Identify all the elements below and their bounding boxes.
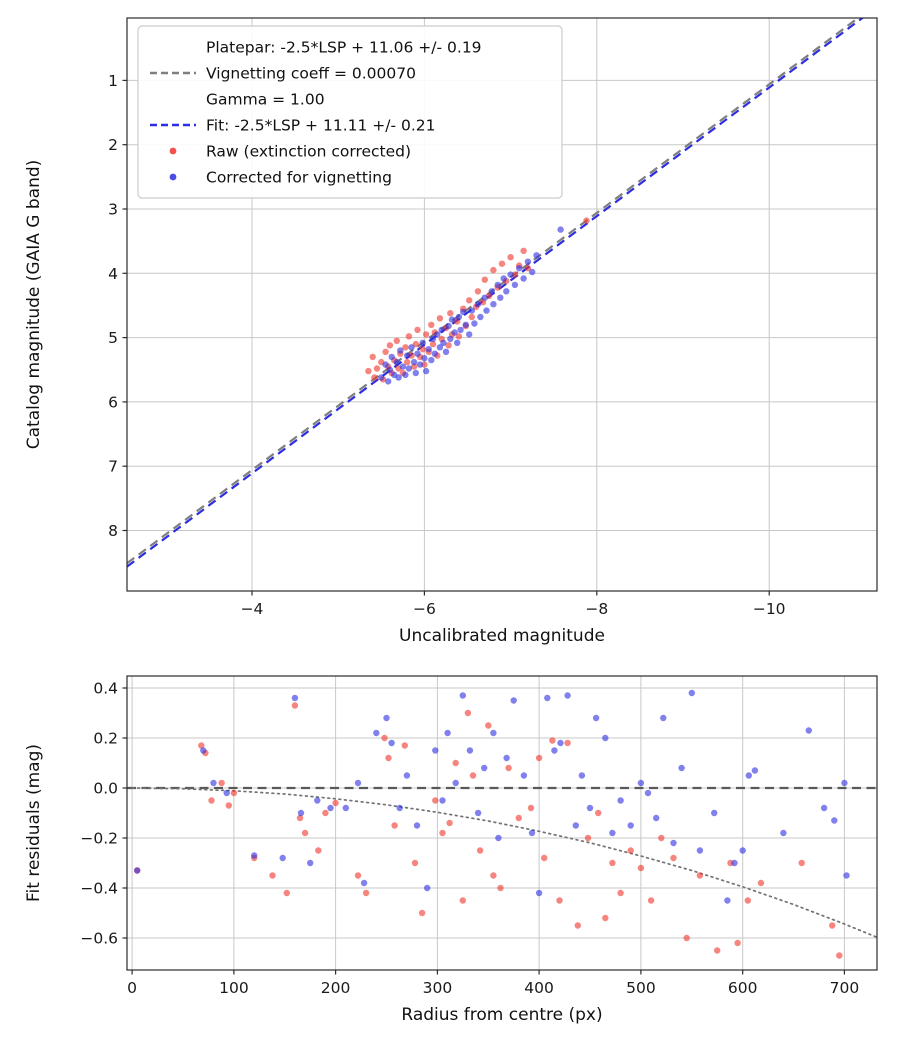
tick-marks	[122, 687, 846, 975]
vignetting-model-curve	[131, 787, 877, 939]
legend-dot-sample	[169, 147, 177, 155]
plot-area	[127, 18, 865, 568]
residuals-plot: 0 100 200 300 400 500 600 700 −0.6 −0.4 −0.2 0.0 0.2…	[24, 675, 878, 1025]
platepar-line	[127, 18, 860, 565]
y-tick-label: 1	[108, 72, 118, 90]
legend-label: Raw (extinction corrected)	[206, 143, 411, 161]
y-axis-label: Catalog magnitude (GAIA G band)	[24, 160, 44, 450]
corrected-residuals-points	[134, 689, 850, 904]
legend-label: Fit: -2.5*LSP + 11.11 +/- 0.21	[206, 117, 436, 135]
x-tick-label: −10	[753, 600, 786, 618]
legend-label: Gamma = 1.00	[206, 91, 325, 109]
x-tick-label: 0	[127, 979, 137, 997]
x-tick-label: 500	[626, 979, 656, 997]
y-tick-label: 8	[108, 522, 118, 540]
magnitude-fit-plot: −4 −6 −8 −10 1 2 3 4 5 6 7 8 Uncalibrated magnitude C…	[24, 17, 878, 646]
plot-frame	[126, 17, 878, 592]
legend-entries: Platepar: -2.5*LSP + 11.06 +/- 0.19 Vigne…	[206, 39, 482, 187]
x-tick-label: −8	[585, 600, 608, 618]
tick-labels: 0 100 200 300 400 500 600 700 −0.6 −0.4 −0.2 0.0 0.2…	[80, 680, 859, 998]
x-tick-label: 400	[524, 979, 554, 997]
tick-labels: −4 −6 −8 −10 1 2 3 4 5 6 7 8	[108, 72, 785, 618]
y-tick-label: 5	[108, 329, 118, 347]
x-tick-label: 300	[423, 979, 453, 997]
y-tick-label: 6	[108, 393, 118, 411]
y-tick-label: 3	[108, 201, 118, 219]
grid	[127, 676, 877, 970]
legend-label: Vignetting coeff = 0.00070	[206, 65, 416, 83]
fit-line	[127, 18, 865, 568]
y-tick-label: −0.4	[80, 880, 118, 898]
raw-points	[365, 217, 590, 383]
x-axis-label: Uncalibrated magnitude	[399, 626, 605, 646]
x-tick-label: −4	[241, 600, 264, 618]
y-tick-label: 4	[108, 265, 118, 283]
y-tick-label: −0.2	[80, 830, 118, 848]
tick-marks	[122, 79, 770, 596]
legend-label: Corrected for vignetting	[206, 169, 392, 187]
corrected-points	[378, 226, 564, 385]
y-tick-label: 2	[108, 136, 118, 154]
x-axis-label: Radius from centre (px)	[401, 1005, 602, 1025]
x-tick-label: −6	[413, 600, 436, 618]
plot-frame	[126, 675, 878, 971]
x-tick-label: 600	[728, 979, 758, 997]
y-axis-label: Fit residuals (mag)	[24, 744, 44, 902]
y-tick-label: 7	[108, 458, 118, 476]
legend-box	[137, 25, 563, 199]
y-tick-label: 0.4	[93, 680, 118, 698]
x-tick-label: 700	[830, 979, 860, 997]
legend-label: Platepar: -2.5*LSP + 11.06 +/- 0.19	[206, 39, 482, 57]
plot-area	[127, 689, 877, 959]
y-tick-label: 0.2	[93, 730, 118, 748]
y-tick-label: 0.0	[93, 780, 118, 798]
legend-dot-sample	[169, 173, 177, 181]
x-tick-label: 100	[219, 979, 249, 997]
y-tick-label: −0.6	[80, 930, 118, 948]
x-tick-label: 200	[321, 979, 351, 997]
raw-residuals-points	[134, 702, 843, 959]
